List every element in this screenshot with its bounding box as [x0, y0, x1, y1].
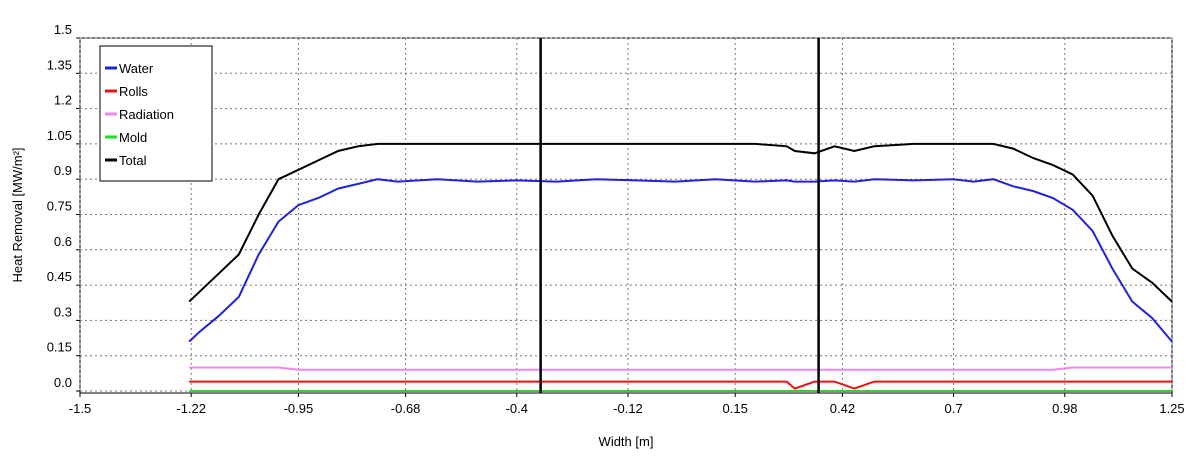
y-tick-label: 0.75 — [47, 199, 72, 214]
x-tick-label: -0.4 — [506, 401, 528, 416]
x-tick-label: 1.25 — [1159, 401, 1184, 416]
y-tick-label: 1.2 — [54, 93, 72, 108]
x-tick-label: -0.95 — [284, 401, 314, 416]
legend-label: Rolls — [119, 84, 148, 99]
y-tick-label: 0.3 — [54, 304, 72, 319]
x-tick-label: 0.98 — [1052, 401, 1077, 416]
legend-label: Water — [119, 61, 154, 76]
series-line — [189, 366, 1172, 371]
x-tick-label: 0.15 — [723, 401, 748, 416]
x-tick-label: -0.68 — [391, 401, 421, 416]
x-tick-label: -0.12 — [613, 401, 643, 416]
legend-label: Total — [119, 153, 147, 168]
series-line — [188, 142, 1173, 303]
y-tick-label: 0.0 — [54, 375, 72, 390]
y-tick-label: 0.15 — [47, 340, 72, 355]
plot-area — [79, 37, 1173, 394]
x-tick-label: -1.5 — [69, 401, 91, 416]
y-tick-label: 0.6 — [54, 234, 72, 249]
x-tick-label: 0.42 — [830, 401, 855, 416]
x-tick-label: 0.7 — [945, 401, 963, 416]
y-axis-label: Heat Removal [MW/m²] — [10, 147, 25, 282]
y-tick-label: 1.35 — [47, 57, 72, 72]
legend-label: Radiation — [119, 107, 174, 122]
y-tick-label: 1.05 — [47, 128, 72, 143]
y-tick-label: 0.9 — [54, 163, 72, 178]
legend-label: Mold — [119, 130, 147, 145]
y-tick-label: 1.5 — [54, 22, 72, 37]
series-line — [188, 178, 1173, 343]
legend-box — [99, 45, 213, 182]
series-line — [189, 380, 1172, 390]
x-tick-label: -1.22 — [176, 401, 206, 416]
x-axis-label: Width [m] — [599, 434, 654, 449]
y-tick-label: 0.45 — [47, 269, 72, 284]
